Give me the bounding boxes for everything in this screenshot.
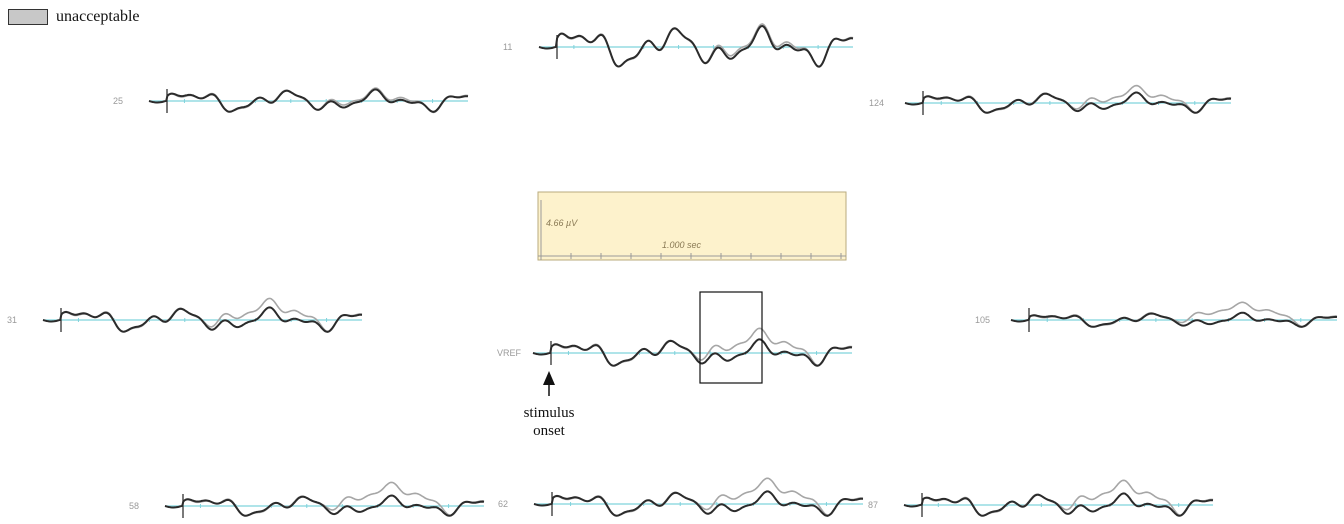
highlight-box bbox=[699, 291, 763, 384]
scale-box: 4.66 µV 1.000 sec bbox=[537, 191, 847, 261]
waveform-acceptable bbox=[148, 88, 469, 113]
scale-time-label: 1.000 sec bbox=[662, 240, 702, 250]
scale-amplitude-label: 4.66 µV bbox=[546, 218, 578, 228]
scale-box-background bbox=[537, 191, 847, 261]
channel-label: 11 bbox=[503, 42, 512, 52]
channel-ch-vref: VREF bbox=[497, 327, 853, 367]
scale-ticks bbox=[540, 253, 842, 259]
channel-ch-31: 31 bbox=[7, 297, 363, 333]
waveform-unacceptable bbox=[903, 479, 1214, 517]
channel-ch-11: 11 bbox=[503, 23, 854, 68]
channel-label: 105 bbox=[975, 315, 990, 325]
arrow-head bbox=[543, 371, 555, 385]
stimulus-onset-arrow bbox=[543, 371, 555, 396]
waveform-acceptable bbox=[1010, 311, 1338, 328]
channel-label: 87 bbox=[868, 500, 878, 510]
waveform-unacceptable bbox=[533, 477, 864, 517]
stimulus-onset-line1: stimulus bbox=[523, 405, 575, 421]
channel-label: VREF bbox=[497, 348, 522, 358]
waveform-acceptable bbox=[903, 492, 1214, 517]
waveform-unacceptable bbox=[532, 327, 853, 367]
waveform-acceptable bbox=[164, 494, 485, 517]
waveform-unacceptable bbox=[164, 481, 485, 517]
stimulus-onset-label: stimulus onset bbox=[506, 404, 592, 440]
legend-label: unacceptable bbox=[56, 8, 140, 25]
scale-box-corner bbox=[836, 191, 847, 202]
waveform-acceptable bbox=[532, 338, 853, 367]
channel-label: 25 bbox=[113, 96, 123, 106]
legend: unacceptable bbox=[8, 8, 140, 26]
channel-label: 124 bbox=[869, 98, 884, 108]
channel-label: 58 bbox=[129, 501, 139, 511]
waveform-unacceptable bbox=[538, 23, 854, 68]
channel-ch-124: 124 bbox=[869, 84, 1232, 115]
channel-label: 31 bbox=[7, 315, 17, 325]
waveform-acceptable bbox=[42, 306, 363, 333]
waveform-unacceptable bbox=[148, 87, 469, 114]
legend-swatch bbox=[8, 9, 48, 25]
stimulus-onset-line2: onset bbox=[533, 423, 565, 439]
waveform-acceptable bbox=[904, 91, 1232, 114]
channel-ch-25: 25 bbox=[113, 87, 469, 114]
channel-ch-87: 87 bbox=[868, 479, 1214, 517]
channel-ch-62: 62 bbox=[498, 477, 864, 517]
channel-label: 62 bbox=[498, 499, 508, 509]
waveform-acceptable bbox=[538, 24, 854, 68]
channel-ch-105: 105 bbox=[975, 301, 1338, 332]
channel-ch-58: 58 bbox=[129, 481, 485, 518]
waveform-unacceptable bbox=[1010, 301, 1338, 328]
waveform-acceptable bbox=[533, 490, 864, 517]
waveform-layer: 11 25 124 31 VREF 105 58 62 87 bbox=[7, 23, 1338, 518]
